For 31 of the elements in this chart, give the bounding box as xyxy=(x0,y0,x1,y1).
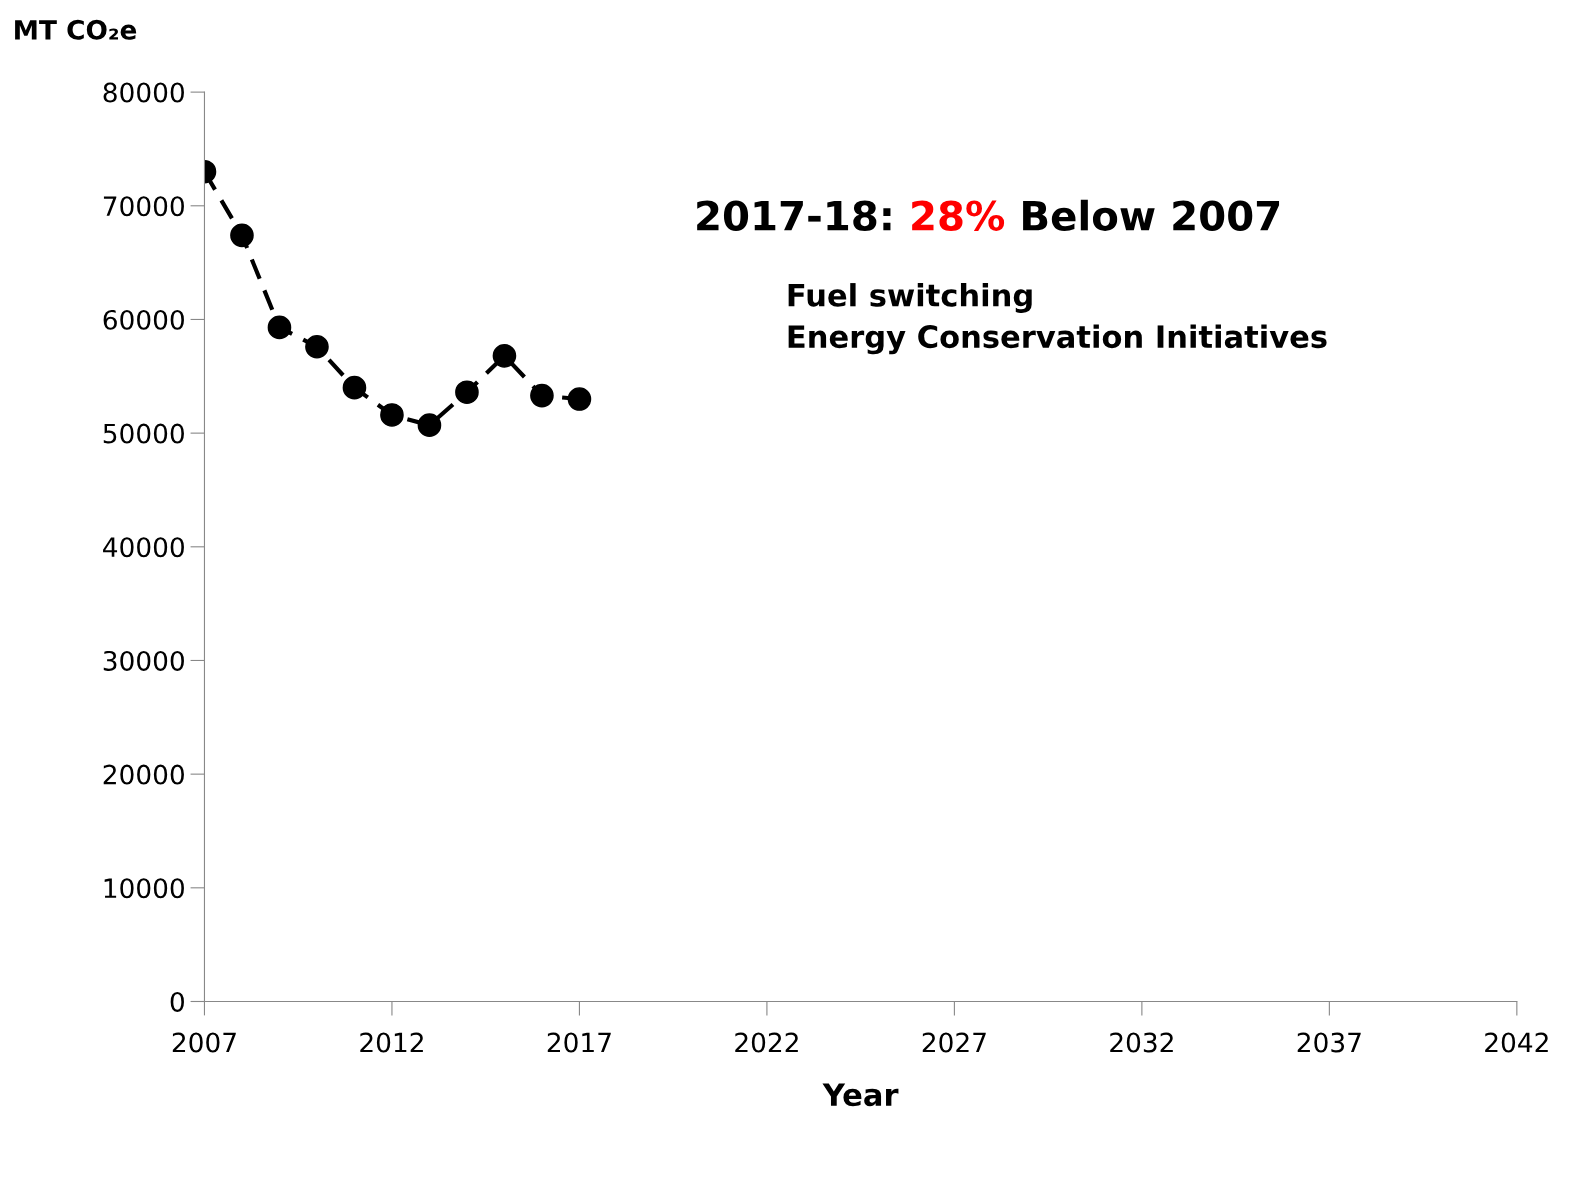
point xyxy=(567,387,592,411)
x-tick-label: 2032 xyxy=(1110,1032,1173,1053)
x-tick-label: 2012 xyxy=(360,1032,423,1053)
annotation: Fuel switching Energy Conservation Initiatives xyxy=(788,283,1327,355)
point xyxy=(342,375,367,400)
point xyxy=(230,223,254,248)
y-axis-title: MT CO₂e xyxy=(15,19,137,40)
x-tick-label: 2027 xyxy=(922,1032,986,1053)
point xyxy=(530,383,554,408)
x-tick-label: 2022 xyxy=(735,1032,798,1053)
y-tick-label: 20000 xyxy=(103,764,184,785)
y-tick-label: 50000 xyxy=(103,423,184,444)
point xyxy=(492,344,517,368)
point xyxy=(455,380,479,405)
point xyxy=(305,334,329,359)
point xyxy=(267,315,292,340)
x-axis-title: Year xyxy=(822,1083,899,1107)
y-tick-label: 0 xyxy=(170,991,184,1012)
point xyxy=(417,413,442,437)
y-tick-label: 10000 xyxy=(104,878,184,899)
x-tick-label: 2042 xyxy=(1485,1032,1548,1053)
y-tick-label: 60000 xyxy=(103,309,184,330)
point xyxy=(380,403,404,427)
text: 2017-18: 28% Below 2007 xyxy=(697,199,1280,231)
y-tick-label: 70000 xyxy=(103,196,184,217)
y-tick-label: 80000 xyxy=(103,82,184,103)
x-tick-label: 2007 xyxy=(172,1032,236,1053)
x-tick-label: 2017 xyxy=(547,1032,611,1053)
x-tick-label: 2037 xyxy=(1297,1032,1361,1053)
y-tick-label: 40000 xyxy=(103,537,184,558)
y-tick-label: 30000 xyxy=(103,650,184,671)
